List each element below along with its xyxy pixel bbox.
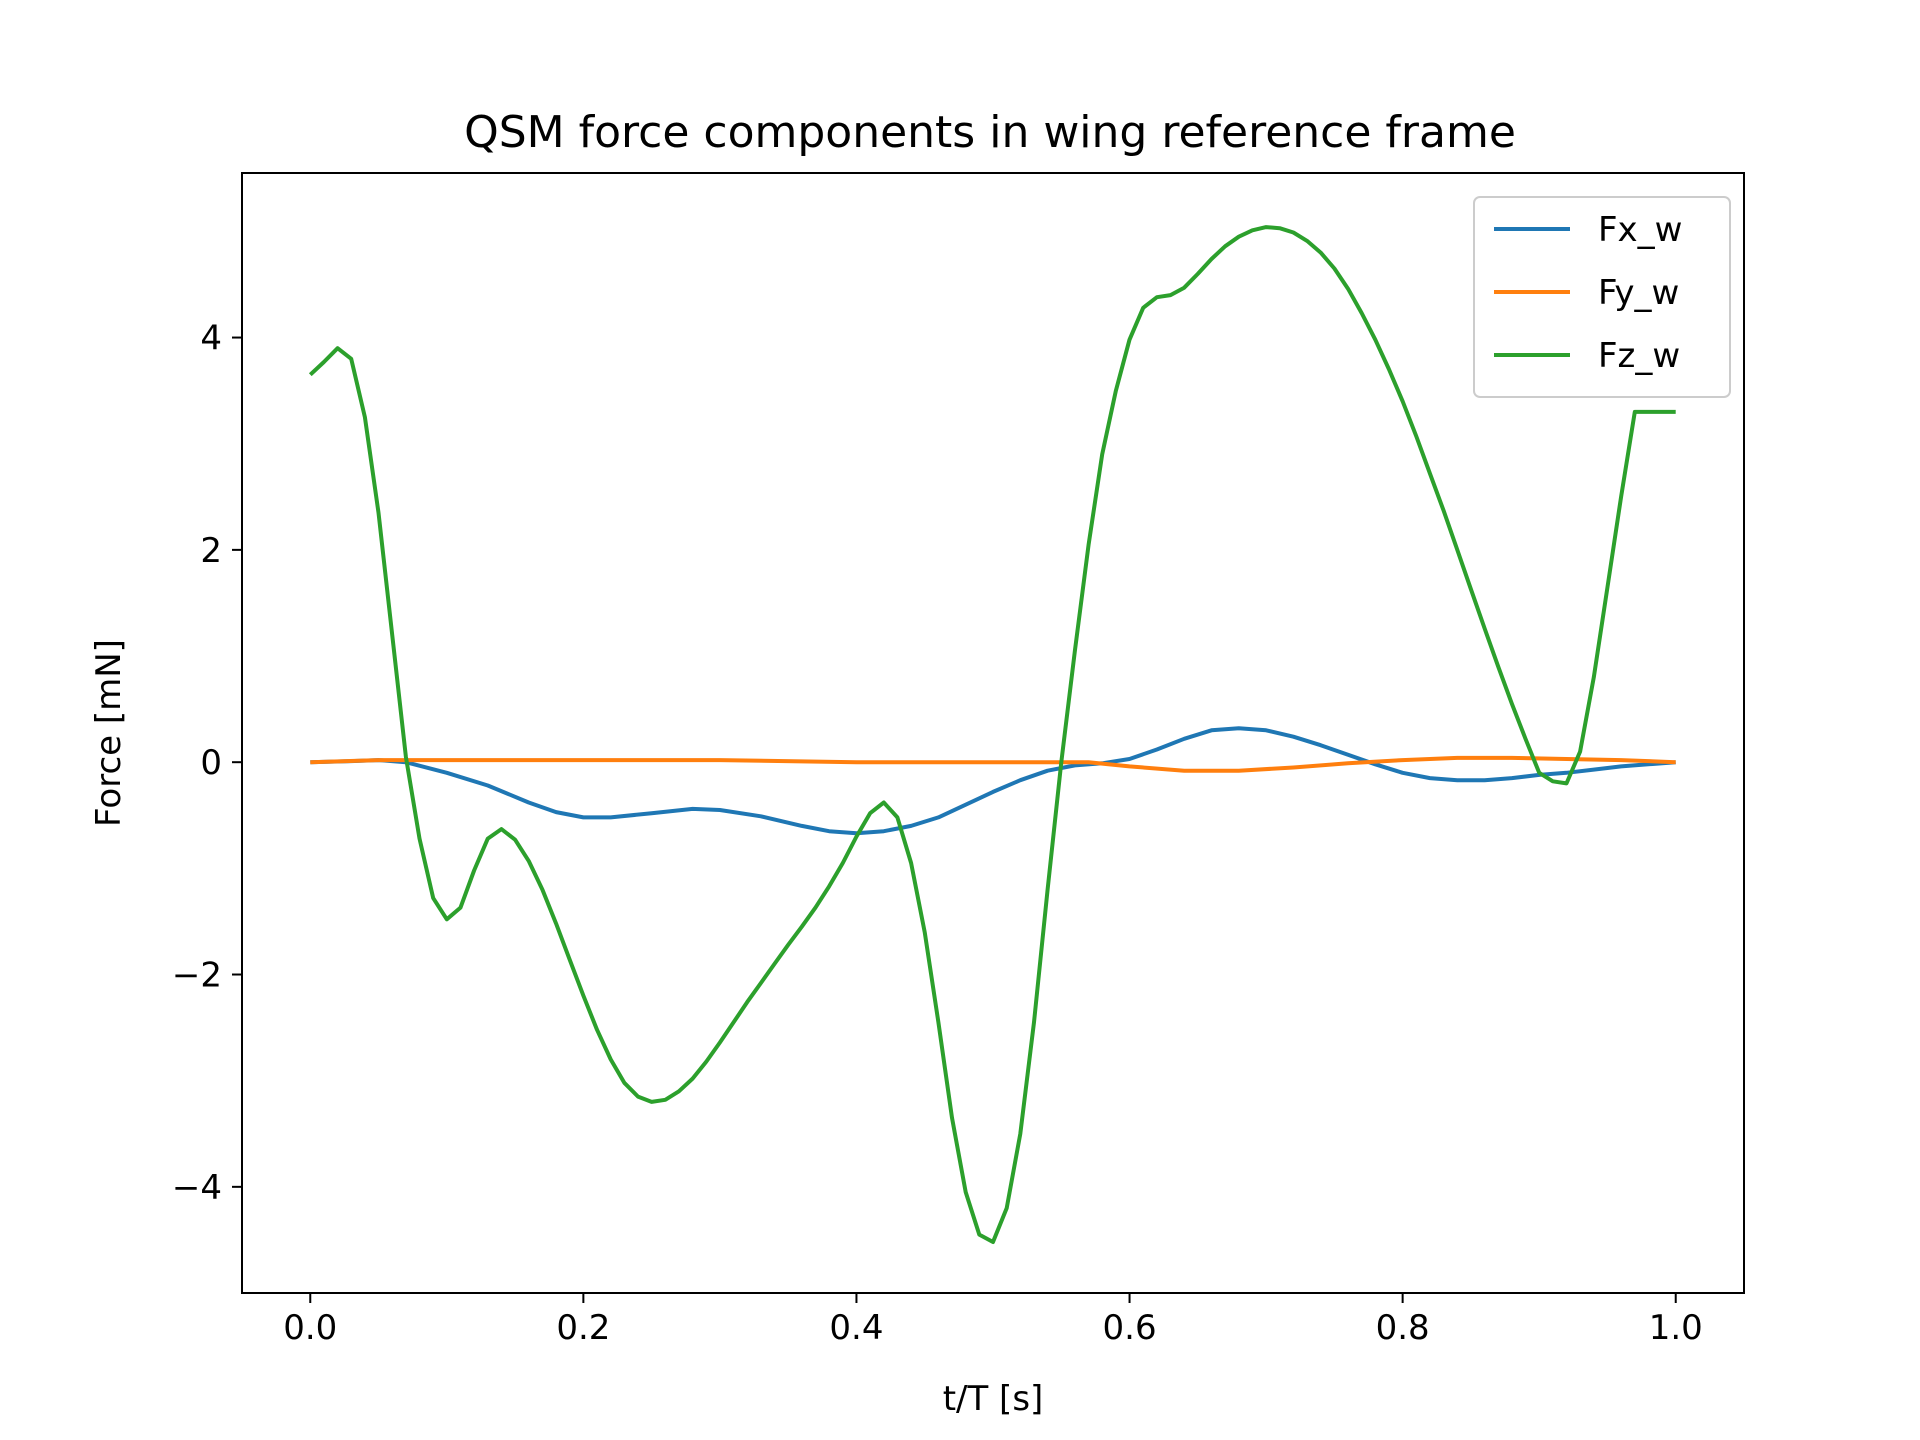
legend-label-Fz_w: Fz_w <box>1598 336 1680 376</box>
y-tick-label: 0 <box>200 743 222 783</box>
x-tick-label: 0.8 <box>1376 1308 1430 1348</box>
legend-label-Fx_w: Fx_w <box>1598 210 1683 250</box>
y-tick-label: 4 <box>200 319 222 359</box>
plot-frame <box>241 172 1745 1294</box>
series-line-Fz_w <box>308 225 1676 1244</box>
x-tick-label: 0.0 <box>283 1308 337 1348</box>
x-axis-label: t/T [s] <box>943 1379 1044 1419</box>
legend-label-Fy_w: Fy_w <box>1598 273 1679 313</box>
series-layer <box>308 225 1676 1244</box>
legend: Fx_w Fy_w Fz_w <box>1473 196 1731 398</box>
x-tick-label: 1.0 <box>1649 1308 1703 1348</box>
x-tick-label: 0.4 <box>829 1308 883 1348</box>
series-line-Fy_w <box>310 755 1676 773</box>
legend-box <box>1473 196 1731 398</box>
y-axis: −4 −2 0 2 4 <box>172 319 242 1208</box>
chart-title: QSM force components in wing reference f… <box>464 107 1516 158</box>
x-tick-label: 0.6 <box>1103 1308 1157 1348</box>
y-axis-label: Force [mN] <box>89 639 129 827</box>
x-axis: 0.0 0.2 0.4 0.6 0.8 1.0 <box>283 1293 1703 1348</box>
y-tick-label: −4 <box>172 1168 222 1208</box>
y-tick-label: 2 <box>200 531 222 571</box>
y-tick-label: −2 <box>172 956 222 996</box>
x-tick-label: 0.2 <box>556 1308 610 1348</box>
series-line-Fx_w <box>310 726 1676 836</box>
